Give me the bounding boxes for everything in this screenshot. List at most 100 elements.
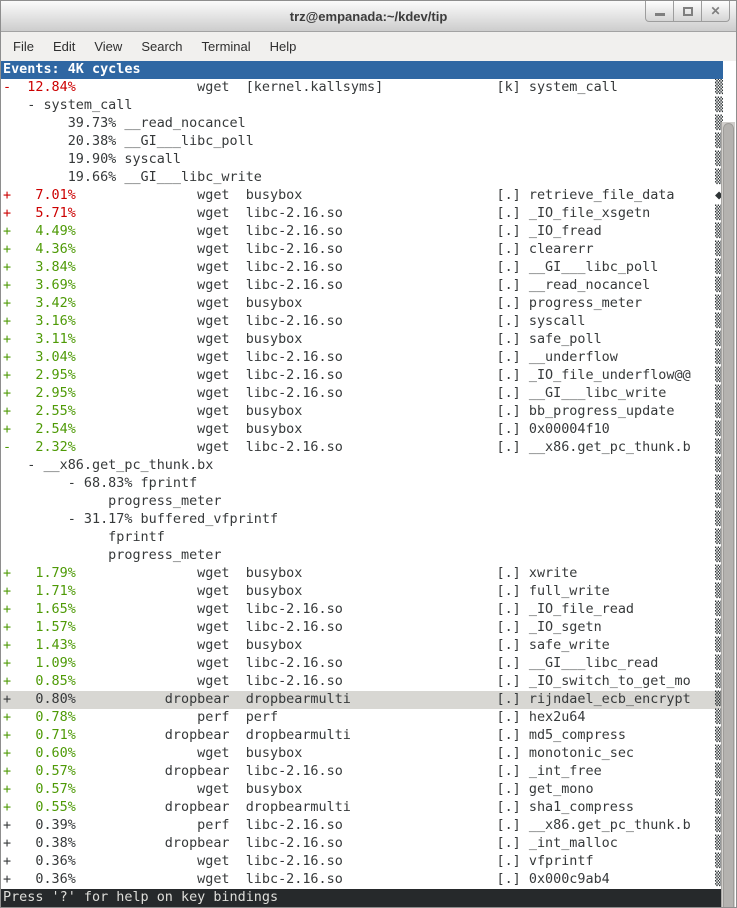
maximize-button[interactable]	[673, 1, 702, 22]
scroll-track-checker-icon: ▒	[714, 512, 723, 527]
menu-help[interactable]: Help	[269, 39, 297, 54]
maximize-icon	[682, 6, 693, 16]
perf-entry-row[interactable]: + 0.80% dropbear dropbearmulti [.] rijnd…	[1, 691, 723, 709]
scroll-track-checker-icon: ▒	[714, 98, 723, 113]
minimize-icon	[654, 12, 665, 16]
scrollbar-thumb[interactable]	[723, 123, 734, 907]
scroll-track-checker-icon: ▒	[714, 656, 723, 671]
close-button[interactable]: ✕	[701, 1, 730, 22]
perf-entry-row[interactable]: + 0.60% wget busybox [.] monotonic_sec ▒	[1, 745, 723, 763]
perf-callchain-row[interactable]: progress_meter ▒	[1, 547, 723, 565]
scroll-track-checker-icon: ▒	[714, 296, 723, 311]
callchain-text: - 68.83% fprintf	[3, 476, 198, 491]
scroll-track-checker-icon: ▒	[714, 764, 723, 779]
perf-callchain-row[interactable]: 19.90% syscall ▒	[1, 151, 723, 169]
menu-search[interactable]: Search	[141, 39, 183, 54]
menu-terminal[interactable]: Terminal	[201, 39, 251, 54]
perf-callchain-row[interactable]: - __x86.get_pc_thunk.bx ▒	[1, 457, 723, 475]
callchain-text: 39.73% __read_nocancel	[3, 116, 246, 131]
perf-entry-row[interactable]: + 2.95% wget libc-2.16.so [.] _IO_file_u…	[1, 367, 723, 385]
perf-entry-row[interactable]: + 0.39% perf libc-2.16.so [.] __x86.get_…	[1, 817, 723, 835]
entry-text: dropbear libc-2.16.so [.] _int_malloc	[75, 836, 618, 851]
scroll-track-checker-icon: ▒	[714, 854, 723, 869]
perf-entry-row[interactable]: - 12.84% wget [kernel.kallsyms] [k] syst…	[1, 79, 723, 97]
entry-text: wget libc-2.16.so [.] _IO_fread	[75, 224, 602, 239]
perf-entry-row[interactable]: + 3.04% wget libc-2.16.so [.] __underflo…	[1, 349, 723, 367]
perf-entry-row[interactable]: + 3.69% wget libc-2.16.so [.] __read_noc…	[1, 277, 723, 295]
entry-text: wget libc-2.16.so [.] _IO_file_xsgetn	[75, 206, 651, 221]
perf-entry-row[interactable]: + 2.55% wget busybox [.] bb_progress_upd…	[1, 403, 723, 421]
scrollbar[interactable]	[721, 122, 735, 907]
terminal-screen[interactable]: Events: 4K cycles - 12.84% wget [kernel.…	[1, 61, 736, 907]
perf-callchain-row[interactable]: - 68.83% fprintf ▒	[1, 475, 723, 493]
perf-entry-row[interactable]: + 0.36% wget libc-2.16.so [.] vfprintf ▒	[1, 853, 723, 871]
scroll-track-checker-icon: ▒	[714, 584, 723, 599]
entry-text: wget libc-2.16.so [.] syscall	[75, 314, 586, 329]
perf-callchain-row[interactable]: progress_meter ▒	[1, 493, 723, 511]
perf-entry-row[interactable]: + 1.71% wget busybox [.] full_write ▒	[1, 583, 723, 601]
overhead-percent: + 1.79%	[3, 566, 76, 581]
overhead-percent: + 3.04%	[3, 350, 76, 365]
perf-entry-row[interactable]: + 3.42% wget busybox [.] progress_meter …	[1, 295, 723, 313]
perf-entry-row[interactable]: + 1.57% wget libc-2.16.so [.] _IO_sgetn …	[1, 619, 723, 637]
menu-edit[interactable]: Edit	[52, 39, 76, 54]
perf-entry-row[interactable]: + 0.55% dropbear dropbearmulti [.] sha1_…	[1, 799, 723, 817]
perf-entry-row[interactable]: + 0.85% wget libc-2.16.so [.] _IO_switch…	[1, 673, 723, 691]
perf-entry-row[interactable]: + 0.36% wget libc-2.16.so [.] 0x000c9ab4…	[1, 871, 723, 889]
scroll-track-checker-icon: ▒	[714, 224, 723, 239]
minimize-button[interactable]	[645, 1, 674, 22]
perf-entry-row[interactable]: + 1.65% wget libc-2.16.so [.] _IO_file_r…	[1, 601, 723, 619]
callchain-text: 20.38% __GI___libc_poll	[3, 134, 254, 149]
perf-entry-row[interactable]: + 7.01% wget busybox [.] retrieve_file_d…	[1, 187, 723, 205]
perf-entry-row[interactable]: + 4.36% wget libc-2.16.so [.] clearerr ▒	[1, 241, 723, 259]
overhead-percent: + 1.65%	[3, 602, 76, 617]
scroll-track-checker-icon: ▒	[714, 170, 723, 185]
overhead-percent: + 4.49%	[3, 224, 76, 239]
perf-callchain-row[interactable]: 19.66% __GI___libc_write ▒	[1, 169, 723, 187]
perf-callchain-row[interactable]: fprintf ▒	[1, 529, 723, 547]
perf-entry-row[interactable]: + 0.57% wget busybox [.] get_mono ▒	[1, 781, 723, 799]
scroll-track-checker-icon: ▒	[714, 422, 723, 437]
titlebar[interactable]: trz@empanada:~/kdev/tip ✕	[1, 1, 736, 32]
scroll-position-diamond-icon: ◆	[714, 188, 723, 203]
perf-status-bar: Press '?' for help on key bindings	[1, 889, 723, 907]
overhead-percent: + 4.36%	[3, 242, 76, 257]
overhead-percent: + 1.09%	[3, 656, 76, 671]
menu-file[interactable]: File	[13, 39, 34, 54]
perf-callchain-row[interactable]: 20.38% __GI___libc_poll ▒	[1, 133, 723, 151]
perf-callchain-row[interactable]: - system_call ▒	[1, 97, 723, 115]
perf-entry-row[interactable]: + 0.38% dropbear libc-2.16.so [.] _int_m…	[1, 835, 723, 853]
perf-events-header: Events: 4K cycles	[1, 61, 723, 79]
overhead-percent: + 0.78%	[3, 710, 76, 725]
perf-entry-row[interactable]: + 1.09% wget libc-2.16.so [.] __GI___lib…	[1, 655, 723, 673]
perf-entry-row[interactable]: + 3.84% wget libc-2.16.so [.] __GI___lib…	[1, 259, 723, 277]
overhead-percent: + 7.01%	[3, 188, 76, 203]
entry-text: perf perf [.] hex2u64	[75, 710, 586, 725]
callchain-text: fprintf	[3, 530, 165, 545]
perf-entry-row[interactable]: + 1.43% wget busybox [.] safe_write ▒	[1, 637, 723, 655]
perf-callchain-row[interactable]: - 31.17% buffered_vfprintf ▒	[1, 511, 723, 529]
perf-entry-row[interactable]: + 4.49% wget libc-2.16.so [.] _IO_fread …	[1, 223, 723, 241]
perf-entry-row[interactable]: + 0.78% perf perf [.] hex2u64 ▒	[1, 709, 723, 727]
overhead-percent: + 0.80%	[3, 692, 76, 707]
perf-entry-row[interactable]: + 2.54% wget busybox [.] 0x00004f10 ▒	[1, 421, 723, 439]
menu-view[interactable]: View	[94, 39, 123, 54]
perf-entry-row[interactable]: - 2.32% wget libc-2.16.so [.] __x86.get_…	[1, 439, 723, 457]
perf-entry-row[interactable]: + 3.11% wget busybox [.] safe_poll ▒	[1, 331, 723, 349]
callchain-text: progress_meter	[3, 548, 222, 563]
overhead-percent: + 0.55%	[3, 800, 76, 815]
perf-callchain-row[interactable]: 39.73% __read_nocancel ▒	[1, 115, 723, 133]
perf-entry-row[interactable]: + 0.71% dropbear dropbearmulti [.] md5_c…	[1, 727, 723, 745]
perf-entry-row[interactable]: + 1.79% wget busybox [.] xwrite ▒	[1, 565, 723, 583]
perf-tui: Events: 4K cycles - 12.84% wget [kernel.…	[1, 61, 723, 907]
perf-entry-row[interactable]: + 5.71% wget libc-2.16.so [.] _IO_file_x…	[1, 205, 723, 223]
overhead-percent: + 0.60%	[3, 746, 76, 761]
perf-entry-row[interactable]: + 3.16% wget libc-2.16.so [.] syscall ▒	[1, 313, 723, 331]
perf-entry-row[interactable]: + 2.95% wget libc-2.16.so [.] __GI___lib…	[1, 385, 723, 403]
scroll-track-checker-icon: ▒	[714, 548, 723, 563]
entry-text: wget libc-2.16.so [.] _IO_file_read	[75, 602, 635, 617]
overhead-percent: - 12.84%	[3, 80, 76, 95]
perf-entry-row[interactable]: + 0.57% dropbear libc-2.16.so [.] _int_f…	[1, 763, 723, 781]
entry-text: wget libc-2.16.so [.] vfprintf	[75, 854, 594, 869]
entry-text: wget libc-2.16.so [.] __read_nocancel	[75, 278, 651, 293]
